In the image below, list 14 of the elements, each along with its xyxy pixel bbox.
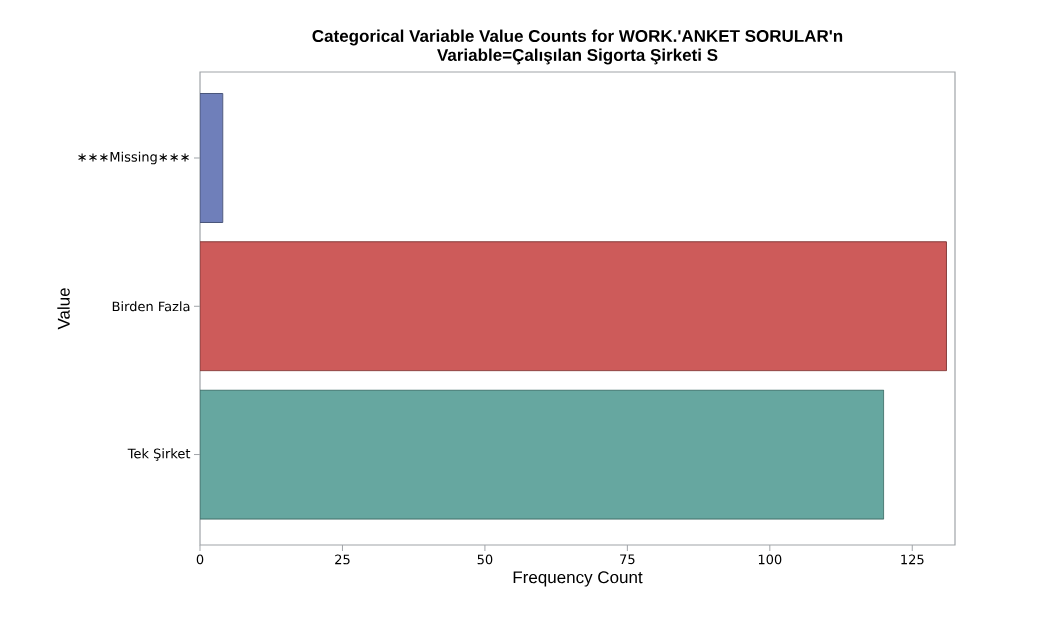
chart-subtitle: Variable=Çalışılan Sigorta Şirketi S xyxy=(437,48,718,65)
x-tick-label: 100 xyxy=(758,554,782,565)
x-tick-label: 0 xyxy=(196,554,204,565)
chart-title: Categorical Variable Value Counts for WORK.'ANKET SORULAR'n xyxy=(312,29,843,46)
x-tick-label: 125 xyxy=(901,554,924,565)
y-tick-label: Birden Fazla xyxy=(112,301,190,312)
y-tick-label: ∗∗∗Missing∗∗∗ xyxy=(78,151,189,165)
x-tick-label: 75 xyxy=(620,554,635,565)
x-axis-title: Frequency Count xyxy=(513,571,643,587)
x-tick-label: 25 xyxy=(335,554,350,565)
bar xyxy=(200,389,885,520)
y-axis-title: Value xyxy=(57,288,70,330)
x-tick-label: 50 xyxy=(477,554,493,565)
y-tick-label: Tek Şirket xyxy=(127,448,191,461)
